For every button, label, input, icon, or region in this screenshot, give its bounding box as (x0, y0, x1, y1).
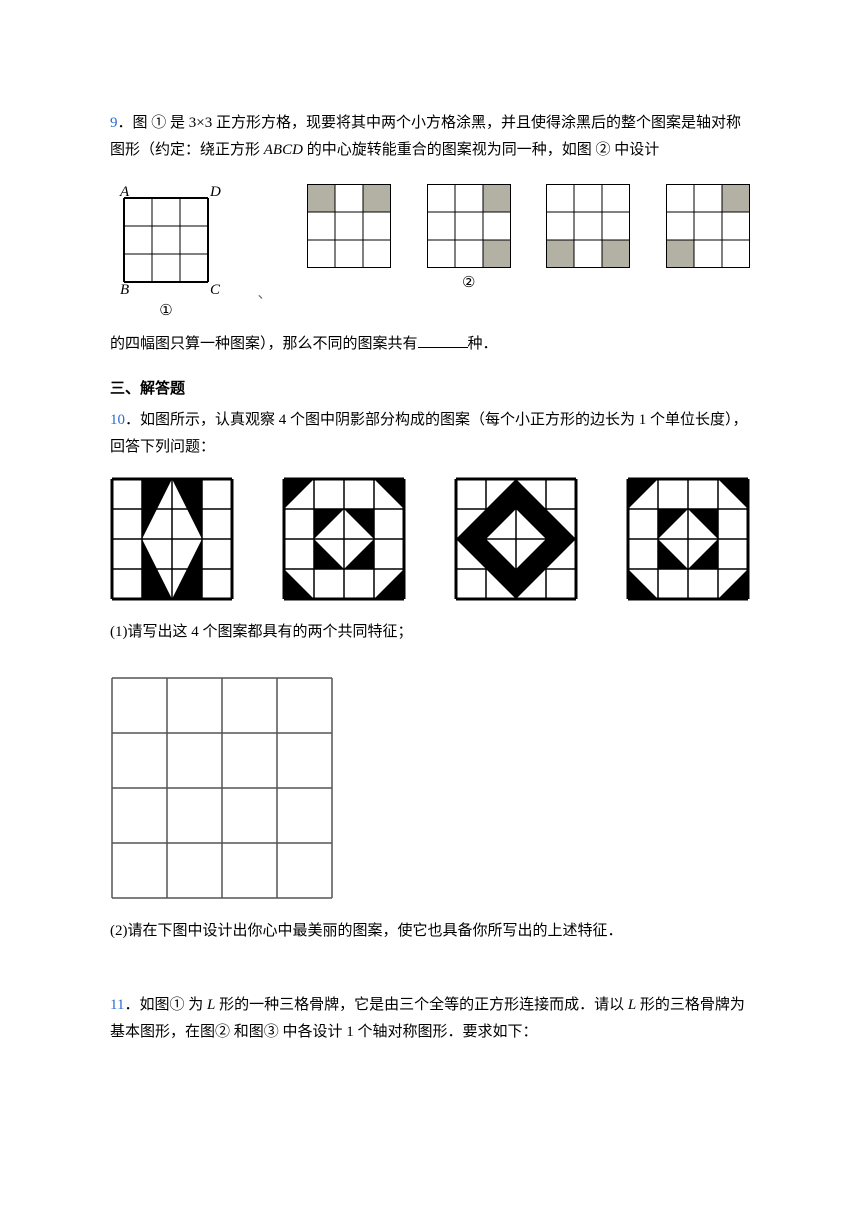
backtick-mark: 、 (258, 282, 272, 307)
q11-L2: L (628, 997, 636, 1013)
q11-line: 11．如图① 为 L 形的一种三格骨牌，它是由三个全等的正方形连接而成．请以 L… (110, 992, 750, 1046)
q11-text-a: ．如图① 为 (124, 997, 207, 1013)
q10-fig1-svg (110, 477, 234, 601)
q9-grid5-svg (666, 184, 750, 268)
q9-text-d: 种． (468, 336, 498, 352)
q9-label-circ1: ① (159, 298, 172, 325)
q9-label-circ2: ② (462, 270, 475, 297)
q10-empty-grid-svg (110, 676, 334, 900)
q9-grid3-svg (427, 184, 511, 268)
q9-grid5-block (666, 184, 750, 268)
q10-line: 10．如图所示，认真观察 4 个图中阴影部分构成的图案（每个小正方形的边长为 1… (110, 407, 750, 461)
q10-fig3-svg (454, 477, 578, 601)
q9-grid4-block (546, 184, 630, 268)
q9-text-b: 的中心旋转能重合的图案视为同一种，如图 ② 中设计 (303, 142, 659, 158)
label-C: C (210, 282, 221, 296)
q11-text-b: 形的一种三格骨牌，它是由三个全等的正方形连接而成．请以 (215, 997, 628, 1013)
q9-figure-row: A D B C ① 、 ② (110, 184, 750, 325)
q9-grid2-block (307, 184, 391, 268)
q10-figure-row (110, 477, 750, 601)
q9-grid1-block: A D B C ① (110, 184, 222, 325)
section3-title: 三、解答题 (110, 376, 750, 403)
q11-number: 11 (110, 997, 124, 1013)
q10-fig4-svg (626, 477, 750, 601)
q9-text-c: 的四幅图只算一种图案），那么不同的图案共有 (110, 336, 418, 352)
label-A: A (119, 184, 130, 200)
q9-grid4-svg (546, 184, 630, 268)
q9-line2: 的四幅图只算一种图案），那么不同的图案共有 种． (110, 331, 750, 358)
q9-grid1-svg: A D B C (110, 184, 222, 296)
label-D: D (209, 184, 221, 200)
q9-grid2-svg (307, 184, 391, 268)
q10-empty-grid-wrap (110, 676, 750, 900)
q10-fig2-svg (282, 477, 406, 601)
label-B: B (120, 282, 129, 296)
q9-grid3-block: ② (427, 184, 511, 297)
q9-number: 9 (110, 115, 118, 131)
q9-line1: 9．图 ① 是 3×3 正方形方格，现要将其中两个小方格涂黑，并且使得涂黑后的整… (110, 110, 750, 164)
q10-text-a: ．如图所示，认真观察 4 个图中阴影部分构成的图案（每个小正方形的边长为 1 个… (110, 412, 748, 455)
q10-sub2: (2)请在下图中设计出你心中最美丽的图案，使它也具备你所写出的上述特征． (110, 918, 750, 945)
q9-blank[interactable] (418, 332, 468, 348)
q10-number: 10 (110, 412, 125, 428)
q10-sub1: (1)请写出这 4 个图案都具有的两个共同特征； (110, 619, 750, 646)
q9-abcd: ABCD (264, 142, 303, 158)
